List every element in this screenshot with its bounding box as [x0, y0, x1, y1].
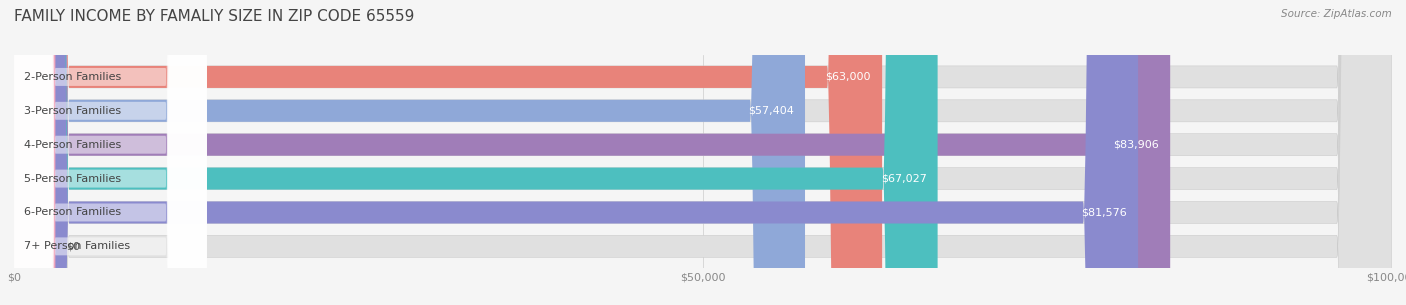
Text: $63,000: $63,000: [825, 72, 872, 82]
FancyBboxPatch shape: [14, 0, 1392, 305]
FancyBboxPatch shape: [14, 0, 938, 305]
FancyBboxPatch shape: [14, 0, 1392, 305]
FancyBboxPatch shape: [14, 0, 207, 305]
FancyBboxPatch shape: [14, 0, 1392, 305]
Text: 6-Person Families: 6-Person Families: [24, 207, 121, 217]
FancyBboxPatch shape: [14, 0, 207, 305]
Text: $81,576: $81,576: [1081, 207, 1128, 217]
Text: 3-Person Families: 3-Person Families: [24, 106, 121, 116]
FancyBboxPatch shape: [14, 0, 207, 305]
Text: $67,027: $67,027: [880, 174, 927, 184]
FancyBboxPatch shape: [14, 0, 1392, 305]
Text: $57,404: $57,404: [748, 106, 794, 116]
Text: FAMILY INCOME BY FAMALIY SIZE IN ZIP CODE 65559: FAMILY INCOME BY FAMALIY SIZE IN ZIP COD…: [14, 9, 415, 24]
FancyBboxPatch shape: [14, 0, 806, 305]
FancyBboxPatch shape: [14, 0, 55, 305]
Text: 2-Person Families: 2-Person Families: [24, 72, 121, 82]
FancyBboxPatch shape: [14, 0, 207, 305]
FancyBboxPatch shape: [14, 0, 1392, 305]
FancyBboxPatch shape: [14, 0, 207, 305]
Text: 5-Person Families: 5-Person Families: [24, 174, 121, 184]
Text: 4-Person Families: 4-Person Families: [24, 140, 121, 150]
Text: 7+ Person Families: 7+ Person Families: [24, 241, 129, 251]
FancyBboxPatch shape: [14, 0, 1137, 305]
Text: Source: ZipAtlas.com: Source: ZipAtlas.com: [1281, 9, 1392, 19]
FancyBboxPatch shape: [14, 0, 207, 305]
FancyBboxPatch shape: [14, 0, 1170, 305]
FancyBboxPatch shape: [14, 0, 882, 305]
Text: $0: $0: [66, 241, 80, 251]
Text: $83,906: $83,906: [1114, 140, 1159, 150]
FancyBboxPatch shape: [14, 0, 1392, 305]
